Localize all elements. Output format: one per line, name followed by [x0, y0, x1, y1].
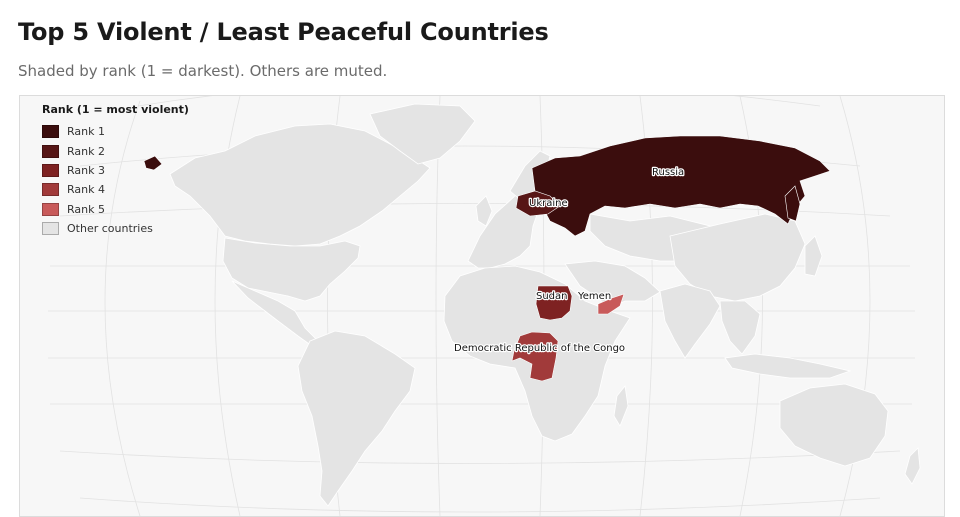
legend-item: Rank 4 [42, 180, 189, 199]
legend-item: Rank 3 [42, 161, 189, 180]
country-labels: Russia Ukraine Sudan Democratic Republic… [453, 166, 686, 355]
legend-item: Other countries [42, 219, 189, 238]
highlighted-countries[interactable] [143, 135, 831, 382]
legend-label: Rank 2 [67, 144, 105, 158]
country-japan[interactable] [804, 235, 823, 277]
page-subtitle: Shaded by rank (1 = darkest). Others are… [18, 62, 388, 80]
label-russia: Russia [652, 167, 684, 178]
country-middle-east[interactable] [564, 260, 661, 309]
legend: Rank (1 = most violent) Rank 1 Rank 2 Ra… [42, 103, 189, 238]
country-usa[interactable] [222, 237, 361, 302]
country-yemen[interactable] [597, 293, 625, 315]
legend-item: Rank 2 [42, 141, 189, 160]
world-map[interactable]: Russia Ukraine Sudan Democratic Republic… [20, 96, 944, 516]
country-southeast-asia[interactable] [719, 300, 761, 355]
map-panel[interactable]: Russia Ukraine Sudan Democratic Republic… [19, 95, 945, 517]
legend-label: Other countries [67, 222, 153, 236]
country-greenland[interactable] [369, 103, 476, 165]
legend-label: Rank 5 [67, 202, 105, 216]
legend-label: Rank 3 [67, 163, 105, 177]
legend-label: Rank 1 [67, 125, 105, 139]
page-title: Top 5 Violent / Least Peaceful Countries [18, 18, 549, 46]
legend-swatch [42, 144, 59, 158]
country-china[interactable] [669, 213, 806, 302]
legend-swatch [42, 125, 59, 139]
country-australia[interactable] [779, 383, 889, 467]
country-sudan[interactable] [535, 285, 573, 321]
country-india[interactable] [659, 283, 721, 359]
label-sudan: Sudan [536, 291, 568, 302]
country-canada[interactable] [169, 123, 431, 247]
label-yemen: Yemen [577, 291, 611, 302]
country-indonesia[interactable] [724, 353, 852, 379]
country-russia[interactable] [531, 135, 831, 237]
country-uk[interactable] [475, 195, 493, 227]
country-madagascar[interactable] [613, 385, 629, 427]
legend-item: Rank 5 [42, 200, 189, 219]
country-new-zealand[interactable] [904, 447, 921, 485]
other-countries[interactable] [169, 103, 921, 507]
country-drc[interactable] [511, 331, 559, 382]
label-drc: Democratic Republic of the Congo [454, 343, 625, 354]
legend-swatch [42, 163, 59, 177]
country-ukraine[interactable] [515, 190, 561, 217]
legend-item: Rank 1 [42, 122, 189, 141]
legend-swatch [42, 222, 59, 236]
legend-label: Rank 4 [67, 183, 105, 197]
country-russia-east[interactable] [784, 185, 801, 222]
label-ukraine: Ukraine [529, 198, 568, 209]
legend-swatch [42, 202, 59, 216]
legend-title: Rank (1 = most violent) [42, 103, 189, 116]
legend-swatch [42, 183, 59, 197]
country-russia-far-east[interactable] [143, 155, 163, 171]
country-south-america[interactable] [297, 330, 416, 507]
